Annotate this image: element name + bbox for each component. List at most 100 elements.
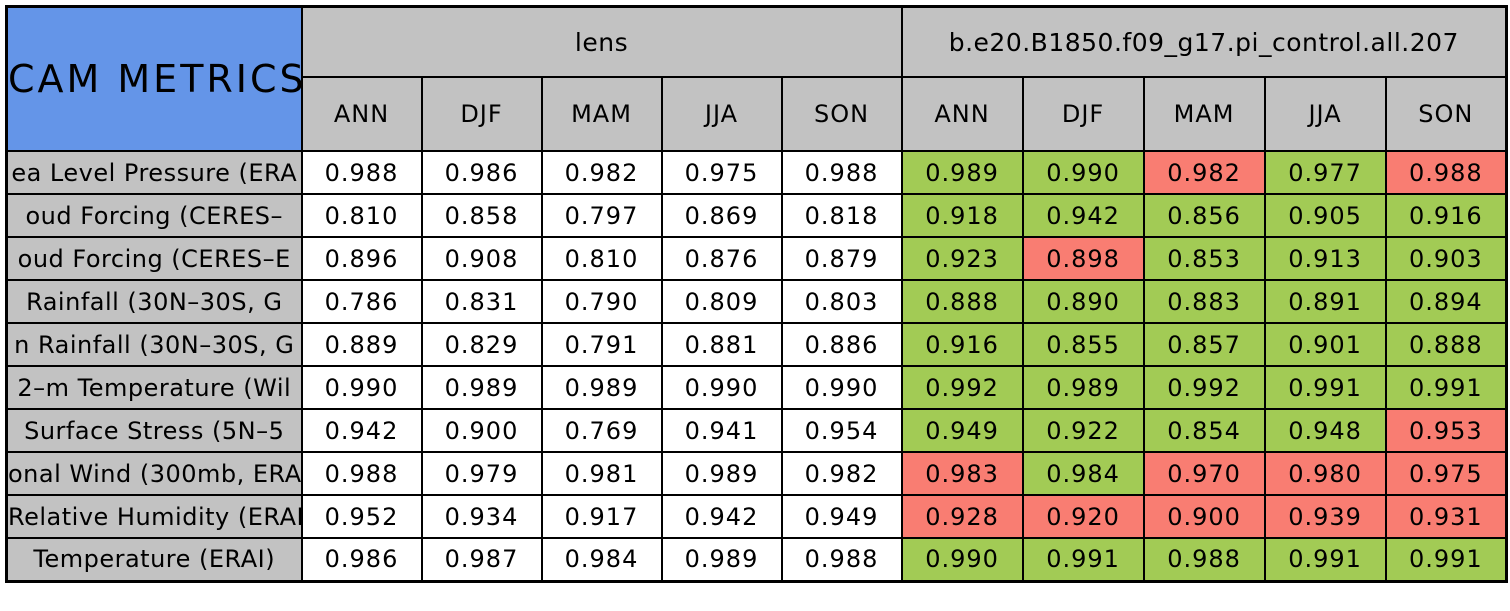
- lens-value-cell: 0.954: [780, 408, 903, 453]
- metric-row-label: oud Forcing (CERES–: [5, 193, 303, 238]
- lens-value-cell: 0.989: [540, 365, 663, 410]
- lens-value-cell: 0.941: [660, 408, 783, 453]
- lens-value-cell: 0.818: [780, 193, 903, 238]
- control-ann-header: ANN: [900, 76, 1024, 152]
- lens-value-cell: 0.989: [420, 365, 543, 410]
- control-value-cell: 0.988: [1384, 150, 1508, 195]
- column-group-lens: lens: [300, 5, 903, 78]
- control-value-cell: 0.854: [1142, 408, 1266, 453]
- lens-value-cell: 0.986: [420, 150, 543, 195]
- control-value-cell: 0.903: [1384, 236, 1508, 281]
- lens-value-cell: 0.989: [660, 537, 783, 582]
- lens-djf-header: DJF: [420, 76, 543, 152]
- control-value-cell: 0.913: [1263, 236, 1387, 281]
- lens-jja-header: JJA: [660, 76, 783, 152]
- cam-metrics-table-container: CAM METRICS lens b.e20.B1850.f09_g17.pi_…: [5, 5, 1509, 583]
- lens-value-cell: 0.982: [780, 451, 903, 496]
- control-value-cell: 0.992: [900, 365, 1024, 410]
- lens-value-cell: 0.917: [540, 494, 663, 539]
- lens-value-cell: 0.886: [780, 322, 903, 367]
- lens-value-cell: 0.982: [540, 150, 663, 195]
- table-row: n Rainfall (30N–30S, G 0.889 0.829 0.791…: [5, 322, 1508, 367]
- control-value-cell: 0.942: [1021, 193, 1145, 238]
- cam-metrics-table: CAM METRICS lens b.e20.B1850.f09_g17.pi_…: [5, 5, 1509, 583]
- lens-value-cell: 0.952: [300, 494, 423, 539]
- lens-value-cell: 0.876: [660, 236, 783, 281]
- control-value-cell: 0.898: [1021, 236, 1145, 281]
- control-value-cell: 0.990: [900, 537, 1024, 582]
- lens-value-cell: 0.942: [300, 408, 423, 453]
- control-value-cell: 0.891: [1263, 279, 1387, 324]
- table-title: CAM METRICS: [5, 5, 303, 152]
- metric-row-label: n Rainfall (30N–30S, G: [5, 322, 303, 367]
- metric-row-label: Surface Stress (5N–5: [5, 408, 303, 453]
- lens-value-cell: 0.984: [540, 537, 663, 582]
- lens-value-cell: 0.981: [540, 451, 663, 496]
- metric-row-label: Rainfall (30N–30S, G: [5, 279, 303, 324]
- table-row: oud Forcing (CERES– 0.810 0.858 0.797 0.…: [5, 193, 1508, 238]
- control-value-cell: 0.953: [1384, 408, 1508, 453]
- control-value-cell: 0.853: [1142, 236, 1266, 281]
- lens-ann-header: ANN: [300, 76, 423, 152]
- lens-value-cell: 0.986: [300, 537, 423, 582]
- control-value-cell: 0.856: [1142, 193, 1266, 238]
- lens-value-cell: 0.790: [540, 279, 663, 324]
- lens-value-cell: 0.879: [780, 236, 903, 281]
- control-value-cell: 0.922: [1021, 408, 1145, 453]
- lens-value-cell: 0.908: [420, 236, 543, 281]
- control-value-cell: 0.991: [1384, 537, 1508, 582]
- table-row: Temperature (ERAI) 0.986 0.987 0.984 0.9…: [5, 537, 1508, 582]
- control-value-cell: 0.855: [1021, 322, 1145, 367]
- metric-row-label: onal Wind (300mb, ERA: [5, 451, 303, 496]
- lens-value-cell: 0.979: [420, 451, 543, 496]
- lens-value-cell: 0.988: [780, 150, 903, 195]
- lens-value-cell: 0.786: [300, 279, 423, 324]
- lens-value-cell: 0.889: [300, 322, 423, 367]
- control-value-cell: 0.990: [1021, 150, 1145, 195]
- metric-row-label: 2–m Temperature (Wil: [5, 365, 303, 410]
- lens-value-cell: 0.831: [420, 279, 543, 324]
- control-value-cell: 0.931: [1384, 494, 1508, 539]
- control-value-cell: 0.970: [1142, 451, 1266, 496]
- control-value-cell: 0.901: [1263, 322, 1387, 367]
- control-value-cell: 0.916: [900, 322, 1024, 367]
- control-djf-header: DJF: [1021, 76, 1145, 152]
- control-value-cell: 0.980: [1263, 451, 1387, 496]
- lens-value-cell: 0.934: [420, 494, 543, 539]
- control-value-cell: 0.883: [1142, 279, 1266, 324]
- lens-value-cell: 0.869: [660, 193, 783, 238]
- lens-value-cell: 0.988: [300, 150, 423, 195]
- lens-value-cell: 0.990: [300, 365, 423, 410]
- control-value-cell: 0.916: [1384, 193, 1508, 238]
- lens-value-cell: 0.803: [780, 279, 903, 324]
- lens-value-cell: 0.949: [780, 494, 903, 539]
- control-jja-header: JJA: [1263, 76, 1387, 152]
- control-value-cell: 0.991: [1021, 537, 1145, 582]
- lens-value-cell: 0.797: [540, 193, 663, 238]
- control-value-cell: 0.888: [1384, 322, 1508, 367]
- metric-row-label: Relative Humidity (ERAI: [5, 494, 303, 539]
- table-row: Rainfall (30N–30S, G 0.786 0.831 0.790 0…: [5, 279, 1508, 324]
- table-row: 2–m Temperature (Wil 0.990 0.989 0.989 0…: [5, 365, 1508, 410]
- control-value-cell: 0.982: [1142, 150, 1266, 195]
- control-value-cell: 0.857: [1142, 322, 1266, 367]
- lens-value-cell: 0.989: [660, 451, 783, 496]
- control-value-cell: 0.991: [1263, 365, 1387, 410]
- control-value-cell: 0.989: [900, 150, 1024, 195]
- control-value-cell: 0.890: [1021, 279, 1145, 324]
- table-row: ea Level Pressure (ERA 0.988 0.986 0.982…: [5, 150, 1508, 195]
- control-value-cell: 0.888: [900, 279, 1024, 324]
- lens-value-cell: 0.988: [300, 451, 423, 496]
- lens-value-cell: 0.829: [420, 322, 543, 367]
- lens-value-cell: 0.990: [660, 365, 783, 410]
- lens-value-cell: 0.896: [300, 236, 423, 281]
- control-value-cell: 0.900: [1142, 494, 1266, 539]
- lens-mam-header: MAM: [540, 76, 663, 152]
- control-mam-header: MAM: [1142, 76, 1266, 152]
- control-value-cell: 0.894: [1384, 279, 1508, 324]
- control-value-cell: 0.949: [900, 408, 1024, 453]
- control-value-cell: 0.920: [1021, 494, 1145, 539]
- lens-value-cell: 0.881: [660, 322, 783, 367]
- control-value-cell: 0.905: [1263, 193, 1387, 238]
- lens-value-cell: 0.810: [540, 236, 663, 281]
